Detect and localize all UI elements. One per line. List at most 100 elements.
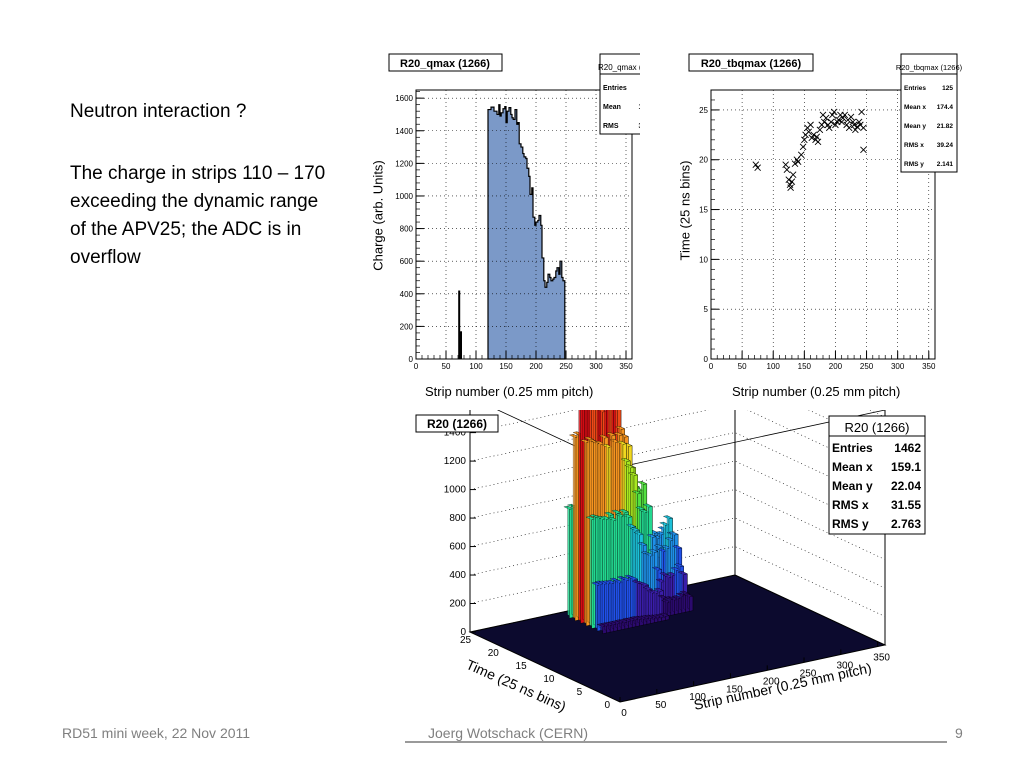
qmax-ytick-label: 800 [400, 225, 414, 234]
lego-xtick-label: 250 [800, 668, 817, 679]
tbqmax-point [807, 121, 814, 129]
lego-stat-value: 2.763 [891, 517, 921, 531]
tbqmax-xtick-label: 50 [738, 362, 747, 371]
tbqmax-point [847, 113, 855, 121]
tbqmax-point [860, 146, 867, 154]
tbqmax-xtick-label: 0 [709, 362, 714, 371]
lego-stats-title: R20 (1266) [844, 420, 909, 435]
lego-ztick-label: 800 [449, 513, 466, 524]
qmax-ytick-label: 200 [400, 322, 414, 331]
lego-stat-name: RMS y [832, 517, 869, 531]
qmax-ytick-label: 1200 [395, 159, 413, 168]
qmax-xtick-label: 150 [499, 362, 513, 371]
tbqmax-point [841, 111, 849, 119]
tbqmax-scatter: 0 50 100 150 200 250 300 350 0 5 10 15 20 25 R20_tbqm… [688, 53, 963, 371]
lego-stat-name: Mean x [832, 460, 873, 474]
qmax-xtick-label: 300 [589, 362, 603, 371]
qmax-stat-value: 162.6 [638, 104, 640, 111]
tbqmax-point [850, 121, 858, 129]
slide-body: The charge in strips 110 – 170 exceeding… [70, 163, 326, 268]
qmax-stat-name: Mean [603, 104, 621, 111]
qmax-xtick-label: 0 [414, 362, 419, 371]
lego-ytick-label: 5 [577, 687, 583, 698]
qmax-ytick-label: 1400 [395, 127, 413, 136]
lego-ztick-label: 1400 [444, 428, 467, 439]
qmax-xtick-label: 50 [442, 362, 451, 371]
tbqmax-point [839, 114, 847, 122]
page-number: 9 [955, 725, 963, 741]
tbqmax-title: R20_tbqmax (1266) [701, 58, 802, 70]
lego-xtick-label: 150 [726, 684, 743, 695]
tbqmax-point [860, 124, 867, 132]
tbqmax-point [752, 161, 760, 169]
lego-stat-name: Entries [832, 441, 873, 455]
lego-stat-name: Mean y [832, 479, 873, 493]
qmax-stats-title: R20_qmax (1266) [598, 63, 640, 72]
tbqmax-point [845, 124, 853, 132]
lego-ztick-label: 200 [449, 599, 466, 610]
tbqmax-ytick-label: 20 [699, 156, 708, 165]
tbqmax-point [825, 124, 833, 132]
tbqmax-ylabel: Time (25 ns bins) [677, 160, 693, 261]
tbqmax-point [822, 114, 830, 122]
qmax-stats-box [599, 53, 640, 135]
lego-stat-value: 31.55 [891, 498, 921, 512]
lego-bar [665, 615, 670, 621]
qmax-ytick-label: 600 [400, 257, 414, 266]
tbqmax-point [788, 178, 796, 185]
tbqmax-point [797, 151, 805, 159]
tbqmax-point [791, 160, 799, 168]
lego-ztick-label: 0 [460, 627, 466, 638]
tbqmax-xtick-label: 100 [767, 362, 781, 371]
tbqmax-stat-value: 174.4 [937, 104, 954, 111]
tbqmax-point [794, 158, 802, 166]
qmax-ytick-label: 400 [400, 290, 414, 299]
tbqmax-ytick-label: 15 [699, 206, 708, 215]
tbqmax-stat-value: 2.141 [937, 161, 954, 168]
lego-xtick-label: 200 [763, 676, 780, 687]
tbqmax-xtick-label: 350 [922, 362, 936, 371]
tbqmax-point [853, 123, 861, 131]
qmax-xtick-label: 200 [529, 362, 543, 371]
lego-ytick-label: 0 [604, 700, 610, 711]
tbqmax-point [820, 118, 828, 126]
tbqmax-point [754, 164, 761, 172]
qmax-xtick-label: 350 [619, 362, 633, 371]
lego-xtick-label: 50 [655, 700, 667, 711]
tbqmax-point [827, 118, 835, 126]
tbqmax-xlabel: Strip number (0.25 mm pitch) [732, 384, 901, 399]
lego-ytick-label: 25 [460, 635, 472, 646]
tbqmax-point [783, 166, 791, 174]
qmax-histogram: 0 50 100 150 200 250 300 350 0 200 400 600 800 1000 12… [388, 53, 640, 371]
tbqmax-stat-value: 21.82 [937, 123, 954, 130]
tbqmax-stat-value: 125 [942, 85, 953, 92]
lego-stat-value: 1462 [894, 441, 921, 455]
footer-event: RD51 mini week, 22 Nov 2011 [62, 725, 251, 741]
tbqmax-ytick-label: 5 [704, 305, 709, 314]
qmax-xtick-label: 250 [559, 362, 573, 371]
lego-ytick-label: 20 [488, 648, 500, 659]
qmax-ytick-label: 1600 [395, 94, 413, 103]
lego-ztick-label: 400 [449, 570, 466, 581]
tbqmax-point [838, 118, 845, 126]
qmax-xlabel: Strip number (0.25 mm pitch) [425, 384, 594, 399]
tbqmax-point [832, 121, 839, 129]
lego-stat-value: 159.1 [891, 460, 921, 474]
tbqmax-ytick-label: 10 [699, 255, 708, 264]
tbqmax-stat-name: Entries [904, 85, 926, 92]
lego-ztick-label: 600 [449, 542, 466, 553]
tbqmax-point [816, 126, 824, 134]
tbqmax-xtick-label: 250 [860, 362, 874, 371]
lego-stat-value: 22.04 [891, 479, 921, 493]
lego-xtick-label: 350 [873, 653, 890, 664]
tbqmax-stats-title: R20_tbqmax (1266) [896, 63, 963, 72]
tbqmax-point [814, 138, 822, 146]
tbqmax-point [829, 111, 836, 119]
lego-xtick-label: 300 [836, 661, 853, 672]
qmax-xtick-label: 100 [469, 362, 483, 371]
slide-title: Neutron interaction ? [70, 101, 247, 122]
tbqmax-point [810, 131, 817, 139]
tbqmax-ytick-label: 25 [699, 106, 708, 115]
tbqmax-point [835, 116, 842, 124]
tbqmax-stat-name: RMS y [904, 161, 924, 168]
